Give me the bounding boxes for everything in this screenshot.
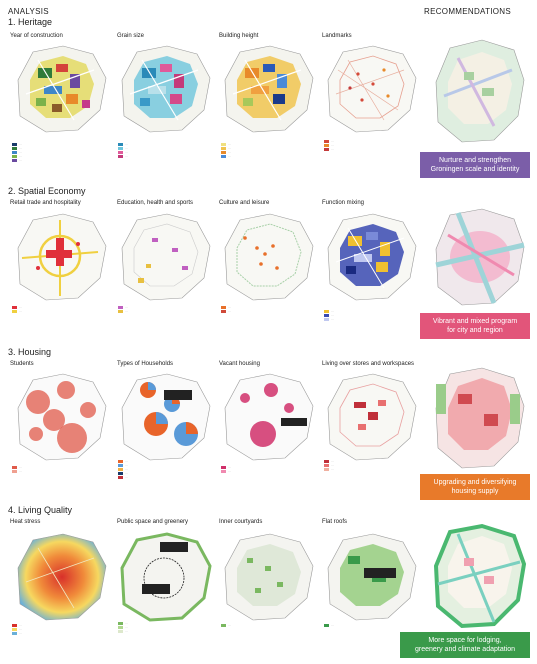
retail-trade-map (17, 213, 107, 301)
recommendation-line: greenery and climate adaptation (414, 646, 515, 653)
map-legend: ··· ··· ··· (324, 140, 334, 152)
vacant-housing-map (224, 373, 314, 461)
recommendation-map (433, 523, 527, 629)
recommendation-box: More space for lodging, greenery and cli… (400, 632, 530, 658)
map-legend: ··· ··· (221, 306, 231, 314)
map-legend: ··· ··· ··· (118, 622, 128, 634)
map-legend: ··· ··· ··· ··· (221, 143, 231, 159)
recommendation-line: housing supply (451, 488, 499, 495)
map-legend: ··· ··· (12, 466, 22, 474)
map-legend: ··· ··· ··· (324, 460, 334, 472)
map-label: Flat roofs (322, 519, 348, 525)
living-over-stores-map (327, 373, 417, 461)
education-health-map (121, 213, 211, 301)
recommendation-line: Upgrading and diversifying (433, 479, 517, 486)
flat-roofs-map (327, 533, 417, 621)
grain-size-map (121, 45, 211, 133)
map-legend: ··· ··· ··· ··· ··· (12, 143, 22, 163)
map-label: Landmarks (322, 33, 352, 39)
map-label: Types of Households (117, 361, 174, 367)
map-label: Education, health and sports (117, 200, 194, 206)
map-label: Culture and leisure (219, 200, 270, 206)
inner-courtyards-map (224, 533, 314, 621)
section-title-living-quality: 4. Living Quality (8, 505, 73, 515)
recommendation-line: Groningen scale and identity (430, 166, 520, 173)
map-label: Grain size (117, 33, 145, 39)
section-title-housing: 3. Housing (8, 347, 52, 357)
map-legend: ··· ··· ··· (12, 624, 22, 636)
map-legend: ··· ··· ··· ··· (118, 143, 128, 159)
map-legend: ··· (324, 624, 334, 628)
map-label: Function mixing (322, 200, 365, 206)
map-label: Students (10, 361, 34, 367)
recommendation-line: More space for lodging, (428, 637, 502, 644)
map-label: Retail trade and hospitality (10, 200, 81, 206)
map-label: Vacant housing (219, 361, 260, 367)
map-legend: ··· ··· ··· ··· ··· (118, 460, 128, 480)
heat-stress-map (17, 533, 107, 621)
map-legend: ··· ··· (118, 306, 128, 314)
map-label: Building height (219, 33, 259, 39)
map-legend: ··· ··· ··· (324, 310, 334, 322)
section-title-spatial-economy: 2. Spatial Economy (8, 186, 86, 196)
recommendation-line: for city and region (447, 327, 503, 334)
recommendation-line: Vibrant and mixed program (432, 318, 518, 325)
map-label: Inner courtyards (219, 519, 263, 525)
recommendation-box: Upgrading and diversifying housing suppl… (420, 474, 530, 500)
map-label: Public space and greenery (117, 519, 189, 525)
map-label: Heat stress (10, 519, 41, 525)
map-legend: ··· ··· (221, 466, 231, 474)
landmarks-map (327, 45, 417, 133)
household-types-map (121, 373, 211, 461)
function-mixing-map (327, 213, 417, 301)
map-legend: ··· ··· (12, 306, 22, 314)
map-legend: ··· (221, 624, 231, 628)
building-height-map (224, 45, 314, 133)
recommendation-box: Nurture and strengthen Groningen scale a… (420, 152, 530, 178)
recommendation-line: Nurture and strengthen (439, 157, 511, 164)
analysis-header: ANALYSIS (8, 7, 49, 16)
recommendation-map (435, 39, 525, 143)
recommendations-header: RECOMMENDATIONS (424, 7, 512, 16)
section-title-heritage: 1. Heritage (8, 17, 53, 27)
recommendation-box: Vibrant and mixed program for city and r… (420, 313, 530, 339)
public-space-greenery-map (120, 532, 212, 622)
recommendation-map (435, 208, 525, 306)
students-map (17, 373, 107, 461)
recommendation-map (435, 367, 525, 469)
culture-leisure-map (224, 213, 314, 301)
map-label: Year of construction (10, 33, 63, 39)
year-of-construction-map (17, 45, 107, 133)
map-label: Living over stores and workspaces (322, 361, 415, 367)
